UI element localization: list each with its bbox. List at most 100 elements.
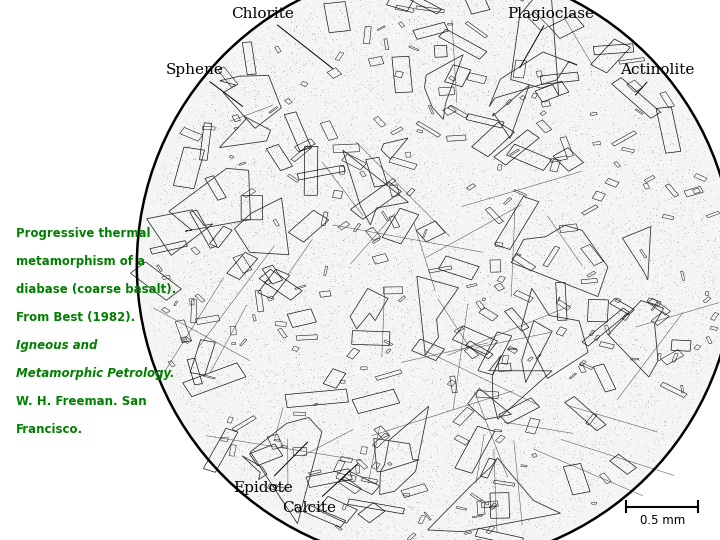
- Point: [341, 502, 353, 510]
- Point: [271, 311, 282, 320]
- Point: [350, 159, 361, 168]
- Point: [179, 292, 191, 300]
- Point: [393, 125, 405, 134]
- Point: [577, 227, 589, 236]
- Point: [404, 483, 415, 491]
- Point: [202, 224, 214, 232]
- Point: [176, 150, 188, 159]
- Point: [600, 284, 612, 293]
- Point: [382, 176, 394, 185]
- Point: [362, 84, 374, 93]
- Point: [467, 91, 479, 99]
- Point: [249, 350, 261, 359]
- Point: [249, 205, 261, 214]
- Point: [356, 399, 368, 407]
- Point: [613, 477, 625, 486]
- Point: [254, 217, 266, 225]
- Point: [377, 476, 389, 484]
- Point: [228, 52, 240, 61]
- Point: [195, 375, 207, 384]
- Point: [196, 164, 207, 173]
- Point: [665, 263, 677, 272]
- Point: [519, 521, 531, 529]
- Point: [665, 411, 676, 420]
- Point: [680, 140, 691, 149]
- Point: [643, 214, 654, 222]
- Point: [197, 271, 209, 279]
- Point: [334, 488, 346, 497]
- Point: [535, 407, 546, 416]
- Point: [706, 276, 718, 285]
- Point: [373, 448, 384, 456]
- Point: [403, 448, 415, 457]
- Point: [356, 383, 368, 392]
- Point: [305, 92, 316, 101]
- Point: [254, 490, 266, 498]
- Point: [428, 516, 440, 525]
- Point: [436, 475, 447, 483]
- Point: [673, 287, 685, 295]
- Point: [225, 308, 236, 316]
- Point: [512, 468, 523, 477]
- Point: [390, 10, 402, 18]
- Point: [291, 225, 302, 233]
- Point: [383, 481, 395, 490]
- Point: [279, 66, 290, 75]
- Point: [618, 241, 629, 249]
- Point: [302, 469, 313, 477]
- Point: [552, 418, 564, 427]
- Point: [608, 360, 619, 369]
- Point: [540, 383, 552, 392]
- Point: [454, 171, 465, 179]
- Point: [543, 235, 554, 244]
- Point: [528, 332, 540, 340]
- Point: [311, 104, 323, 112]
- Point: [448, 224, 459, 233]
- Point: [539, 100, 551, 109]
- Point: [196, 195, 207, 204]
- Point: [438, 90, 450, 98]
- Point: [224, 280, 235, 288]
- Point: [378, 500, 390, 509]
- Point: [435, 362, 446, 370]
- Point: [531, 461, 542, 470]
- Point: [450, 485, 462, 494]
- Point: [638, 140, 649, 149]
- Point: [327, 459, 338, 468]
- Point: [400, 509, 411, 518]
- Point: [172, 215, 184, 224]
- Point: [626, 304, 637, 313]
- Point: [611, 321, 623, 329]
- Point: [403, 365, 415, 374]
- Point: [212, 137, 223, 145]
- Point: [476, 495, 487, 504]
- Point: [258, 58, 270, 67]
- Point: [429, 154, 441, 163]
- Point: [675, 212, 686, 220]
- Point: [458, 37, 469, 46]
- Point: [200, 269, 212, 278]
- Point: [536, 512, 547, 521]
- Point: [691, 332, 703, 340]
- Point: [285, 448, 297, 457]
- Point: [661, 309, 672, 318]
- Point: [562, 450, 574, 458]
- Point: [660, 429, 672, 437]
- Point: [257, 86, 269, 95]
- Point: [387, 512, 398, 521]
- Point: [702, 254, 714, 263]
- Point: [357, 283, 369, 292]
- Point: [626, 353, 638, 361]
- Point: [365, 468, 377, 477]
- Point: [451, 66, 463, 75]
- Point: [470, 460, 482, 468]
- Point: [544, 185, 556, 194]
- Point: [283, 182, 294, 191]
- Point: [367, 156, 379, 165]
- Point: [600, 337, 611, 346]
- Point: [311, 269, 323, 278]
- Point: [413, 539, 424, 540]
- Point: [330, 333, 342, 342]
- Point: [602, 82, 613, 91]
- Point: [176, 305, 188, 313]
